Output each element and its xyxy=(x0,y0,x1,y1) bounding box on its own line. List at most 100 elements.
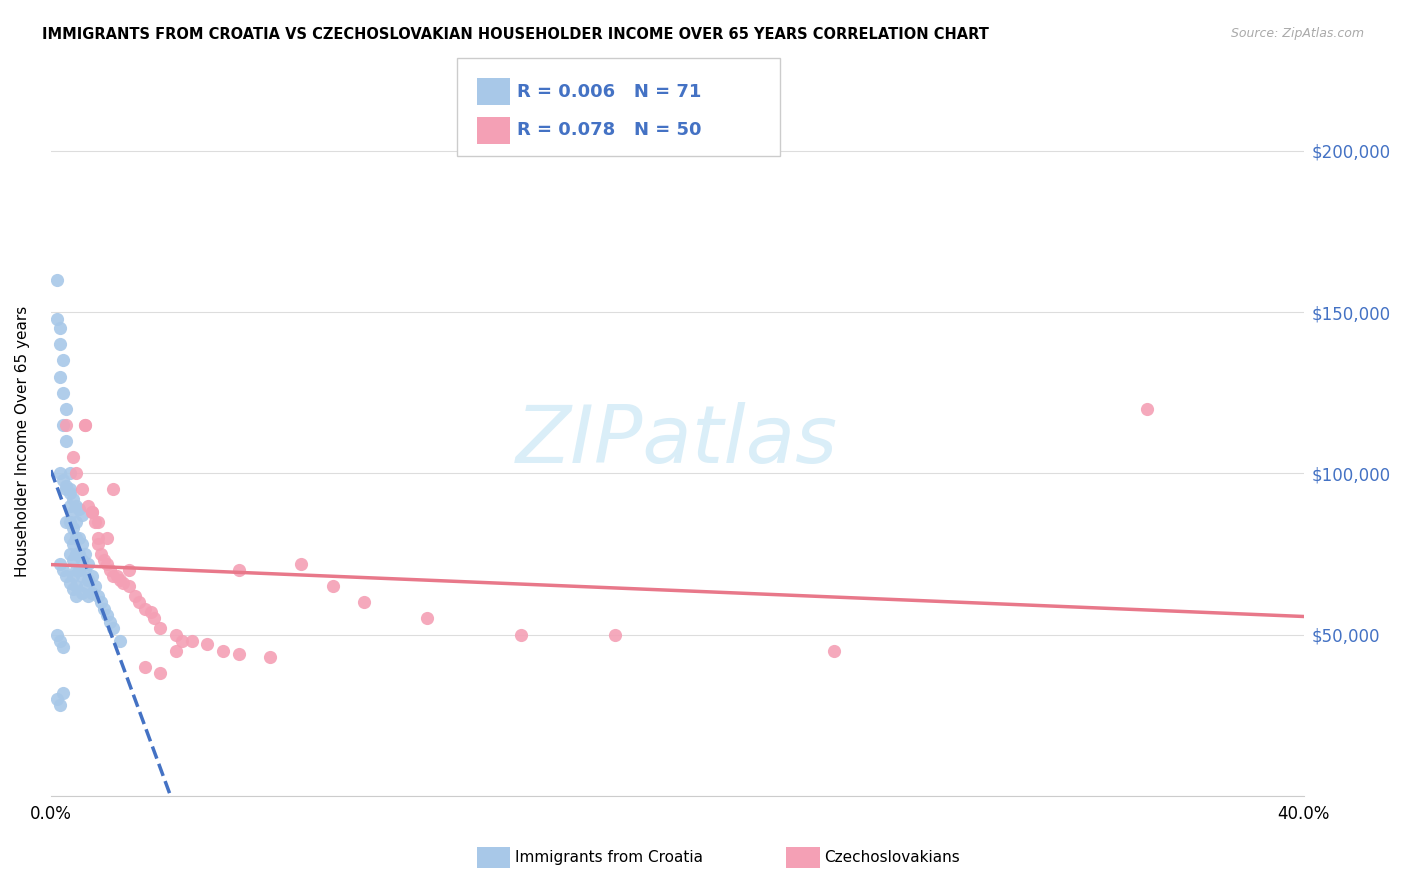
Point xyxy=(52,417,75,432)
Point xyxy=(83,579,105,593)
Point xyxy=(197,637,219,651)
Point xyxy=(87,531,110,545)
Point xyxy=(96,557,118,571)
Point xyxy=(83,515,105,529)
Point xyxy=(52,640,75,655)
Point xyxy=(75,417,97,432)
Point xyxy=(52,385,75,400)
Text: R = 0.078   N = 50: R = 0.078 N = 50 xyxy=(517,121,702,139)
Point xyxy=(70,569,93,583)
Point xyxy=(65,515,87,529)
Text: ZIPatlas: ZIPatlas xyxy=(516,402,838,480)
Point xyxy=(87,537,110,551)
Point xyxy=(65,531,87,545)
Point xyxy=(52,563,75,577)
Point xyxy=(49,634,72,648)
Point xyxy=(65,467,87,481)
Point xyxy=(415,611,437,625)
Point xyxy=(55,515,77,529)
Point xyxy=(55,401,77,416)
Point xyxy=(149,621,172,635)
Point xyxy=(322,579,344,593)
Point xyxy=(80,505,103,519)
Point xyxy=(259,650,281,665)
Point xyxy=(77,557,100,571)
Point xyxy=(96,531,118,545)
Point xyxy=(59,547,82,561)
Point xyxy=(46,311,69,326)
Point xyxy=(80,505,103,519)
Point xyxy=(59,576,82,591)
Point xyxy=(98,563,121,577)
Point xyxy=(228,563,250,577)
Point xyxy=(59,467,82,481)
Text: IMMIGRANTS FROM CROATIA VS CZECHOSLOVAKIAN HOUSEHOLDER INCOME OVER 65 YEARS CORR: IMMIGRANTS FROM CROATIA VS CZECHOSLOVAKI… xyxy=(42,27,988,42)
Point xyxy=(52,685,75,699)
Point xyxy=(124,589,146,603)
Point xyxy=(46,627,69,641)
Point xyxy=(49,337,72,351)
Point xyxy=(172,634,194,648)
Point xyxy=(509,627,531,641)
Point xyxy=(62,553,84,567)
Point xyxy=(70,483,93,497)
Point xyxy=(67,501,90,516)
Point xyxy=(55,569,77,583)
Point xyxy=(52,353,75,368)
Point xyxy=(59,531,82,545)
Point xyxy=(103,569,125,583)
Point xyxy=(55,483,77,497)
Point xyxy=(65,579,87,593)
Point xyxy=(62,492,84,507)
Point xyxy=(75,547,97,561)
Point xyxy=(49,698,72,713)
Point xyxy=(62,537,84,551)
Point xyxy=(55,417,77,432)
Point xyxy=(67,547,90,561)
Point xyxy=(70,508,93,523)
Point xyxy=(134,601,156,615)
Point xyxy=(87,515,110,529)
Point xyxy=(52,473,75,487)
Text: Source: ZipAtlas.com: Source: ZipAtlas.com xyxy=(1230,27,1364,40)
Point xyxy=(103,621,125,635)
Point xyxy=(228,647,250,661)
Point xyxy=(46,692,69,706)
Point xyxy=(49,557,72,571)
Point xyxy=(77,589,100,603)
Point xyxy=(353,595,375,609)
Point xyxy=(62,582,84,597)
Point xyxy=(165,643,187,657)
Point xyxy=(80,585,103,599)
Point xyxy=(823,643,845,657)
Point xyxy=(77,573,100,587)
Point xyxy=(90,595,112,609)
Point xyxy=(80,569,103,583)
Point xyxy=(59,515,82,529)
Point xyxy=(49,321,72,335)
Point xyxy=(67,563,90,577)
Point xyxy=(75,563,97,577)
Point xyxy=(65,563,87,577)
Point xyxy=(103,483,125,497)
Point xyxy=(55,479,77,493)
Text: Czechoslovakians: Czechoslovakians xyxy=(824,850,960,864)
Point xyxy=(62,569,84,583)
Point xyxy=(98,615,121,629)
Point xyxy=(55,434,77,448)
Point xyxy=(62,521,84,535)
Point xyxy=(70,585,93,599)
Point xyxy=(62,505,84,519)
Point xyxy=(49,369,72,384)
Text: Immigrants from Croatia: Immigrants from Croatia xyxy=(515,850,703,864)
Point xyxy=(1136,401,1159,416)
Point xyxy=(603,627,626,641)
Point xyxy=(108,573,131,587)
Point xyxy=(118,579,141,593)
Point xyxy=(93,601,115,615)
Y-axis label: Householder Income Over 65 years: Householder Income Over 65 years xyxy=(15,305,30,577)
Point xyxy=(134,660,156,674)
Point xyxy=(59,499,82,513)
Point xyxy=(111,576,134,591)
Point xyxy=(49,467,72,481)
